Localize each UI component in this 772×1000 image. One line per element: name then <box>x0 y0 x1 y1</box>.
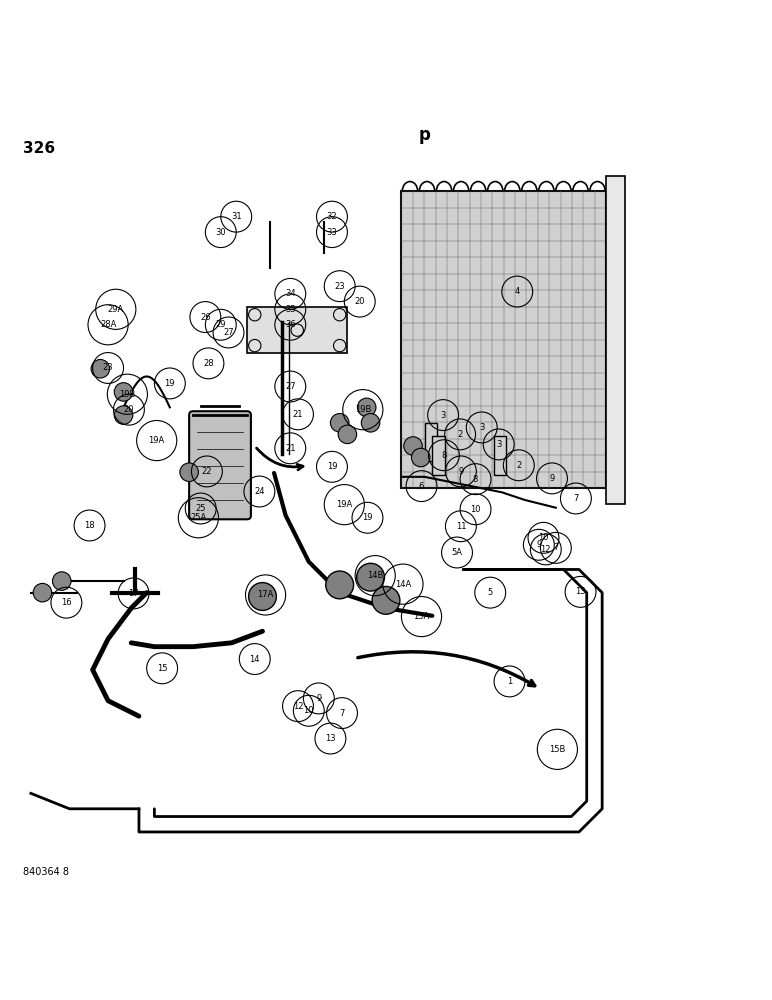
Circle shape <box>249 583 276 610</box>
Text: 36: 36 <box>285 320 296 329</box>
Text: 30: 30 <box>215 228 226 237</box>
Text: 25A: 25A <box>190 513 207 522</box>
Bar <box>432 436 445 475</box>
Text: 17: 17 <box>128 589 139 598</box>
Bar <box>494 436 506 475</box>
Circle shape <box>372 586 400 614</box>
Text: 28A: 28A <box>100 320 117 329</box>
Circle shape <box>338 425 357 444</box>
Text: 7: 7 <box>554 543 558 552</box>
Circle shape <box>330 414 349 432</box>
Text: 16: 16 <box>61 598 72 607</box>
Text: 26: 26 <box>200 313 211 322</box>
Text: 840364 8: 840364 8 <box>23 867 69 877</box>
Text: 19B: 19B <box>119 390 136 399</box>
Text: 1: 1 <box>507 677 512 686</box>
Circle shape <box>33 583 52 602</box>
Text: 13: 13 <box>325 734 336 743</box>
Text: 19A: 19A <box>336 500 353 509</box>
Text: 7: 7 <box>574 494 578 503</box>
Bar <box>606 176 625 504</box>
Text: 10: 10 <box>470 505 481 514</box>
Text: 4: 4 <box>515 287 520 296</box>
Circle shape <box>326 571 354 599</box>
Text: 2: 2 <box>458 430 462 439</box>
Text: 12: 12 <box>540 545 551 554</box>
Text: 14: 14 <box>249 655 260 664</box>
Circle shape <box>357 563 384 591</box>
Text: p: p <box>418 126 431 144</box>
Circle shape <box>52 572 71 590</box>
Text: 29: 29 <box>215 320 226 329</box>
Text: 8: 8 <box>473 475 478 484</box>
Text: 3: 3 <box>479 423 484 432</box>
Circle shape <box>361 414 380 432</box>
Text: 31: 31 <box>231 212 242 221</box>
Text: 326: 326 <box>23 141 56 156</box>
Text: 13: 13 <box>575 587 586 596</box>
Text: 3: 3 <box>441 411 445 420</box>
Circle shape <box>114 383 133 401</box>
Text: 24: 24 <box>254 487 265 496</box>
Text: 29A: 29A <box>107 305 124 314</box>
Text: 14A: 14A <box>394 580 411 589</box>
Text: 32: 32 <box>327 212 337 221</box>
Bar <box>247 307 347 353</box>
Text: 27: 27 <box>223 328 234 337</box>
Text: 23: 23 <box>103 363 113 372</box>
Text: 10: 10 <box>538 533 549 542</box>
Text: 3: 3 <box>496 440 501 449</box>
Text: 6: 6 <box>419 482 424 491</box>
Text: 2: 2 <box>516 461 521 470</box>
Text: 21: 21 <box>293 410 303 419</box>
FancyBboxPatch shape <box>189 411 251 519</box>
Text: 19: 19 <box>327 462 337 471</box>
Circle shape <box>180 463 198 481</box>
Text: 12: 12 <box>293 702 303 711</box>
Text: 10: 10 <box>303 706 314 715</box>
Text: 9: 9 <box>550 474 554 483</box>
Text: 34: 34 <box>285 289 296 298</box>
Text: 19B: 19B <box>354 405 371 414</box>
Text: 22: 22 <box>201 467 212 476</box>
Circle shape <box>357 398 376 417</box>
Text: 23: 23 <box>334 282 345 291</box>
Text: 20: 20 <box>124 405 134 414</box>
Text: 19: 19 <box>164 379 175 388</box>
Circle shape <box>404 437 422 455</box>
Text: 8: 8 <box>442 451 446 460</box>
Text: 18: 18 <box>84 521 95 530</box>
Text: 20: 20 <box>354 297 365 306</box>
Text: 19A: 19A <box>148 436 165 445</box>
Text: 27: 27 <box>285 382 296 391</box>
Text: 5: 5 <box>488 588 493 597</box>
Text: 33: 33 <box>327 228 337 237</box>
Bar <box>425 423 437 461</box>
Text: 5A: 5A <box>452 548 462 557</box>
Circle shape <box>114 406 133 424</box>
Text: 11: 11 <box>455 522 466 531</box>
Text: 15B: 15B <box>549 745 566 754</box>
Text: 14B: 14B <box>367 571 384 580</box>
Text: 17A: 17A <box>257 590 274 599</box>
Text: 25: 25 <box>195 504 206 513</box>
Circle shape <box>411 448 430 467</box>
Text: 9: 9 <box>317 694 321 703</box>
Text: 9: 9 <box>459 467 463 476</box>
Text: 15: 15 <box>157 664 168 673</box>
Text: 21: 21 <box>285 444 296 453</box>
Text: 35: 35 <box>285 305 296 314</box>
Circle shape <box>91 359 110 378</box>
Text: 15A: 15A <box>413 612 430 621</box>
Text: 28: 28 <box>203 359 214 368</box>
Text: 7: 7 <box>340 709 344 718</box>
Text: 19: 19 <box>362 513 373 522</box>
Bar <box>401 191 606 488</box>
Text: 9: 9 <box>537 540 541 549</box>
